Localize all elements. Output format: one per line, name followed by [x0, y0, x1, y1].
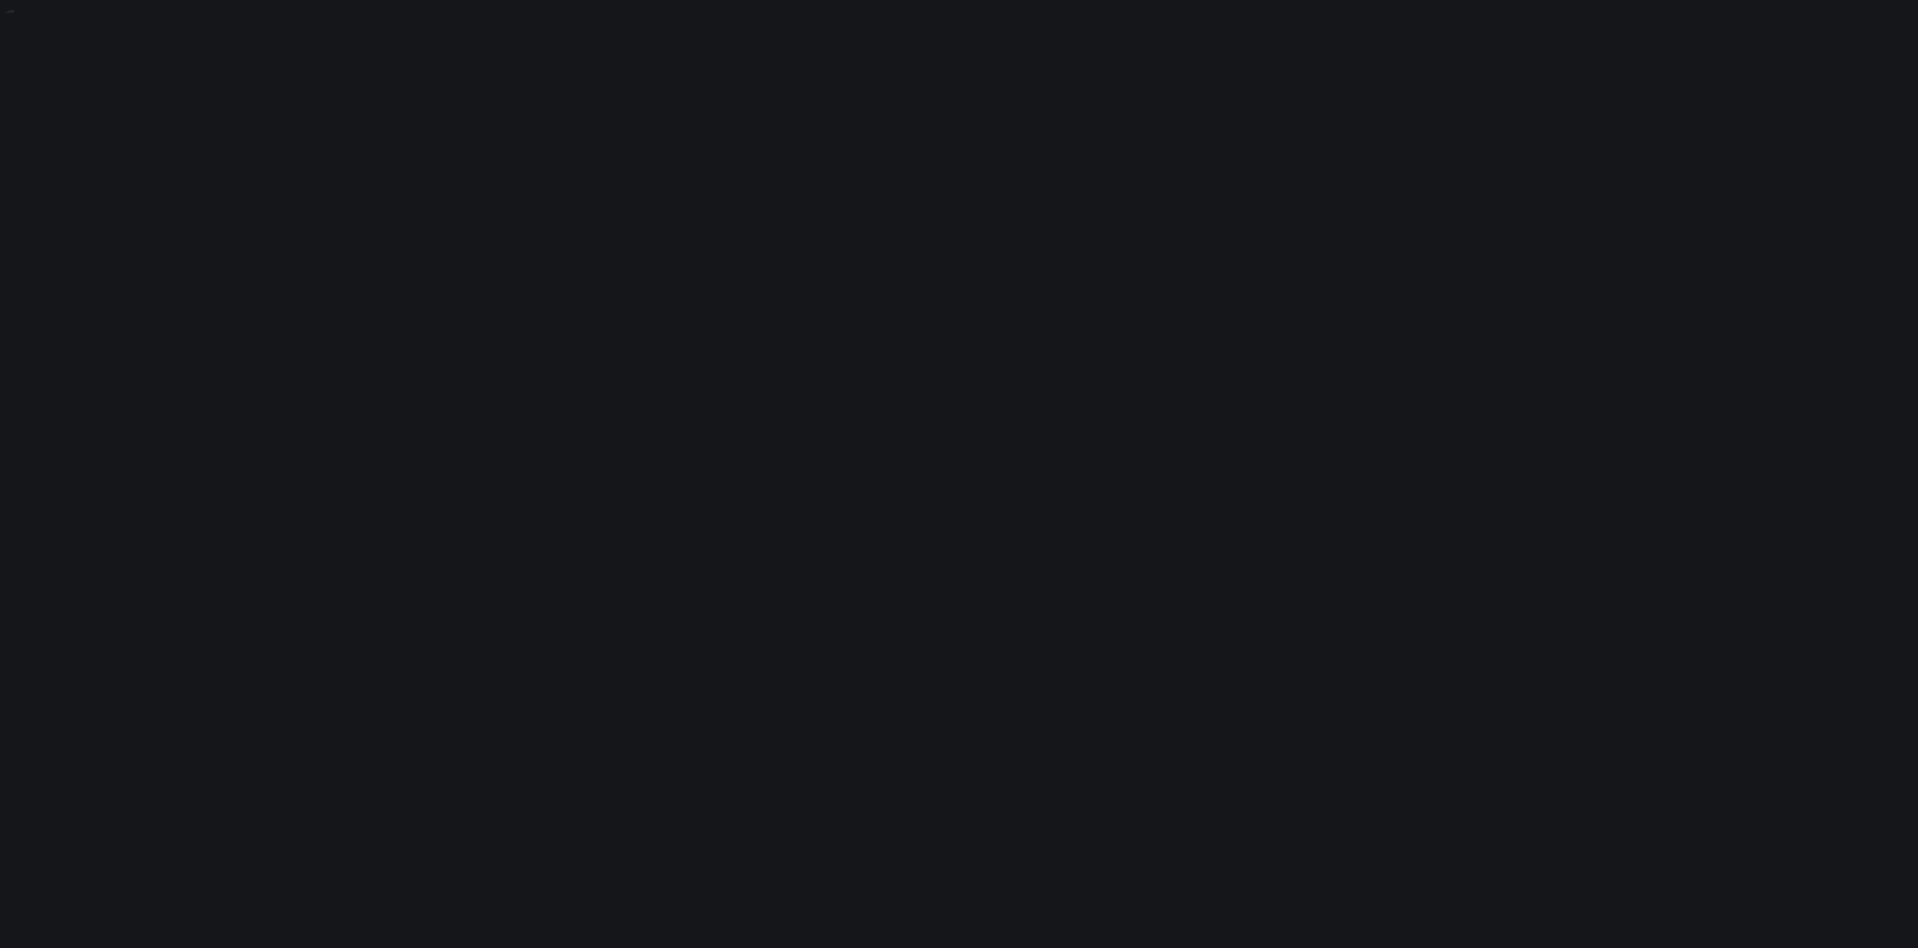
dashboard-root: Unraid System Dashboard ▾ ☆ ⚙ Last 30 mi…: [0, 10, 14, 13]
top-navbar: Unraid System Dashboard ▾ ☆ ⚙ Last 30 mi…: [0, 10, 14, 13]
